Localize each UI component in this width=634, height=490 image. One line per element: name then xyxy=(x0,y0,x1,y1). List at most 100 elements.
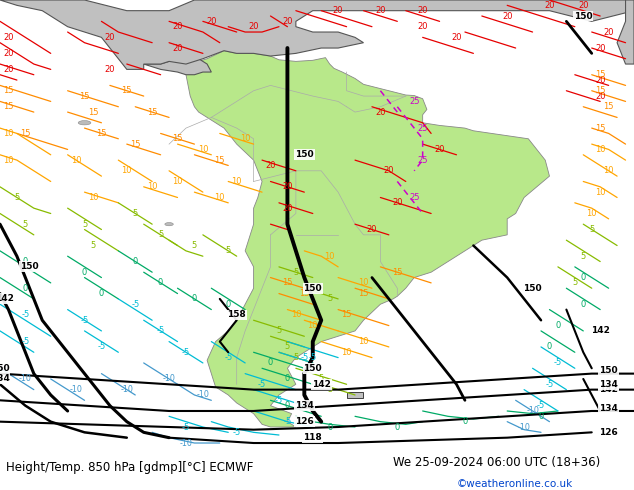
Text: -5: -5 xyxy=(309,353,317,362)
Text: ©weatheronline.co.uk: ©weatheronline.co.uk xyxy=(456,479,573,489)
Text: 0: 0 xyxy=(133,257,138,266)
Text: 126: 126 xyxy=(599,428,618,437)
Text: 5: 5 xyxy=(589,225,594,234)
Text: 150: 150 xyxy=(295,150,314,159)
Text: 0: 0 xyxy=(285,374,290,384)
Text: 15: 15 xyxy=(604,102,614,111)
Text: 5: 5 xyxy=(192,241,197,250)
Text: 15: 15 xyxy=(299,289,309,298)
Polygon shape xyxy=(186,50,550,427)
Text: 20: 20 xyxy=(282,17,293,26)
Text: 10: 10 xyxy=(71,156,81,165)
Text: 15: 15 xyxy=(96,129,107,138)
Text: 20: 20 xyxy=(105,33,115,42)
Text: 20: 20 xyxy=(265,161,276,170)
Ellipse shape xyxy=(165,222,173,226)
Text: 10: 10 xyxy=(290,310,301,319)
Text: 5: 5 xyxy=(285,343,290,351)
Text: -5: -5 xyxy=(553,359,562,368)
Text: 0: 0 xyxy=(268,359,273,368)
Text: 158: 158 xyxy=(228,310,246,319)
Text: 118: 118 xyxy=(304,433,322,442)
Text: 20: 20 xyxy=(604,27,614,37)
Text: 10: 10 xyxy=(231,177,242,186)
Text: 10: 10 xyxy=(87,193,98,202)
Text: 0: 0 xyxy=(99,289,104,298)
Text: 5: 5 xyxy=(91,241,96,250)
Text: 20: 20 xyxy=(595,75,605,85)
Text: 20: 20 xyxy=(333,6,344,15)
Text: 5: 5 xyxy=(133,209,138,218)
Text: 15: 15 xyxy=(87,108,98,117)
Text: 15: 15 xyxy=(392,268,403,277)
Text: 10: 10 xyxy=(147,182,157,191)
Text: 5: 5 xyxy=(319,374,324,384)
Text: -10: -10 xyxy=(197,391,209,399)
Text: 142: 142 xyxy=(591,326,610,336)
Text: -5: -5 xyxy=(537,401,545,410)
Text: -5: -5 xyxy=(545,380,553,389)
Text: -10: -10 xyxy=(19,374,32,384)
Text: 142: 142 xyxy=(599,385,618,394)
Text: 25: 25 xyxy=(417,156,428,165)
Text: 20: 20 xyxy=(282,204,293,213)
Text: 134: 134 xyxy=(599,380,618,389)
Text: 10: 10 xyxy=(307,321,318,330)
Text: 150: 150 xyxy=(574,11,593,21)
Text: 5: 5 xyxy=(158,230,163,239)
Text: 0: 0 xyxy=(327,422,332,432)
Text: 0: 0 xyxy=(462,417,467,426)
Text: 15: 15 xyxy=(147,108,157,117)
Text: 20: 20 xyxy=(578,1,588,10)
Text: 150: 150 xyxy=(0,364,10,373)
Text: 10: 10 xyxy=(586,209,597,218)
Text: 142: 142 xyxy=(0,294,14,303)
Text: 10: 10 xyxy=(604,166,614,175)
Text: 15: 15 xyxy=(130,140,141,148)
Text: 20: 20 xyxy=(3,65,14,74)
Text: 10: 10 xyxy=(595,188,605,196)
Text: 10: 10 xyxy=(198,145,208,154)
Text: 5: 5 xyxy=(327,385,332,394)
Text: -5: -5 xyxy=(21,310,30,319)
Text: -5: -5 xyxy=(81,316,89,325)
Text: We 25-09-2024 06:00 UTC (18+36): We 25-09-2024 06:00 UTC (18+36) xyxy=(393,456,600,469)
Text: 15: 15 xyxy=(595,123,605,133)
Text: -10: -10 xyxy=(518,422,531,432)
Text: 20: 20 xyxy=(544,1,555,10)
Polygon shape xyxy=(0,0,634,70)
Text: 150: 150 xyxy=(523,284,542,293)
Text: 5: 5 xyxy=(294,268,299,277)
Text: 15: 15 xyxy=(358,289,369,298)
Text: 15: 15 xyxy=(3,102,14,111)
Text: 0: 0 xyxy=(158,278,163,288)
Text: 0: 0 xyxy=(581,273,586,282)
Text: 5: 5 xyxy=(573,278,578,288)
Text: 126: 126 xyxy=(295,417,314,426)
Text: 25: 25 xyxy=(409,193,420,202)
Text: 20: 20 xyxy=(417,6,428,15)
Text: 10: 10 xyxy=(172,177,183,186)
Text: -5: -5 xyxy=(157,326,165,336)
Text: 20: 20 xyxy=(172,22,183,31)
Text: 25: 25 xyxy=(409,97,420,106)
Text: 10: 10 xyxy=(3,156,14,165)
Text: -5: -5 xyxy=(258,380,266,389)
Text: 15: 15 xyxy=(20,129,30,138)
Text: 10: 10 xyxy=(214,193,225,202)
Text: 5: 5 xyxy=(82,220,87,229)
Text: 0: 0 xyxy=(555,321,560,330)
Text: Height/Temp. 850 hPa [gdmp][°C] ECMWF: Height/Temp. 850 hPa [gdmp][°C] ECMWF xyxy=(6,461,254,474)
Text: 150: 150 xyxy=(599,367,618,375)
Polygon shape xyxy=(617,0,634,64)
Text: 20: 20 xyxy=(595,92,605,100)
Text: -5: -5 xyxy=(97,343,106,351)
Text: 20: 20 xyxy=(105,65,115,74)
Text: 5: 5 xyxy=(23,220,28,229)
Text: 15: 15 xyxy=(172,134,183,143)
Text: -5: -5 xyxy=(224,353,233,362)
Polygon shape xyxy=(144,59,211,75)
Text: -10: -10 xyxy=(526,407,539,416)
Text: -10: -10 xyxy=(179,439,192,447)
Text: 20: 20 xyxy=(282,182,293,191)
